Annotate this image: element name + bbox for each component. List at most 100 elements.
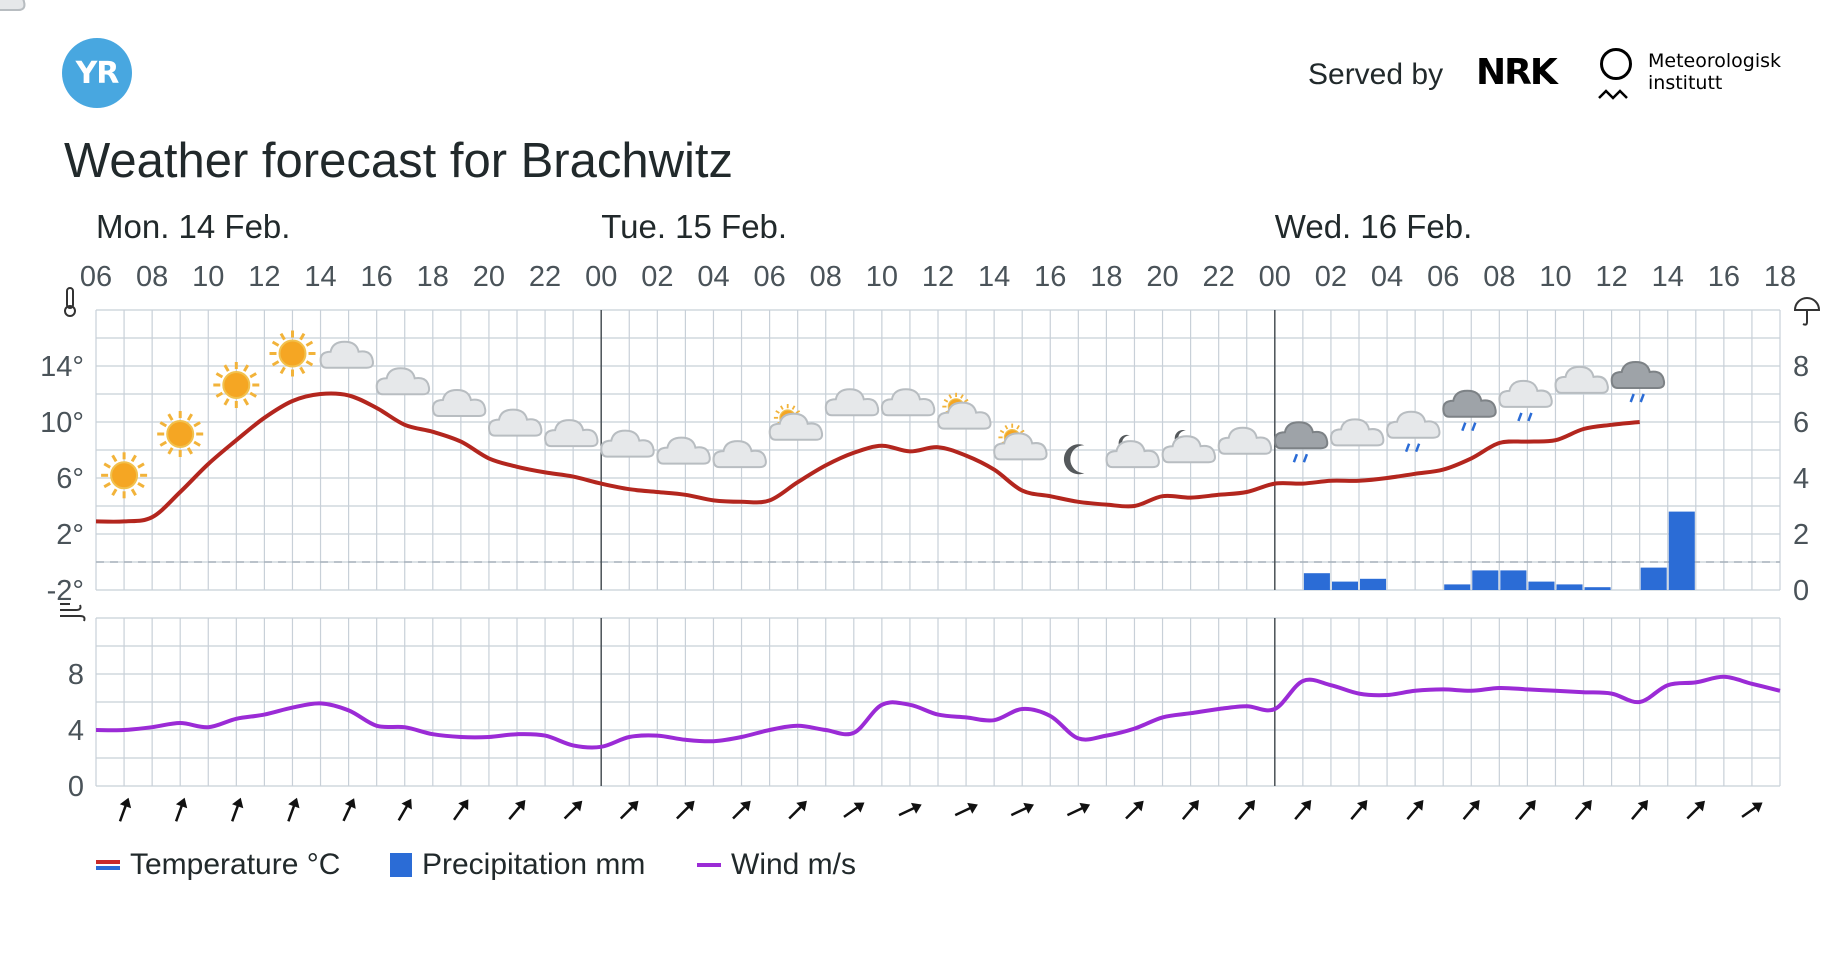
met-wave-icon (1598, 89, 1628, 100)
cloud-icon (880, 388, 936, 417)
wind-direction-arrow-icon (118, 797, 132, 822)
precipitation-bar (1444, 584, 1471, 590)
hour-label: 02 (641, 261, 673, 293)
hour-label: 20 (473, 261, 505, 293)
legend-temperature-label: Temperature °C (130, 848, 341, 881)
wind-direction-arrow-icon (174, 797, 188, 822)
cloud-icon (375, 367, 431, 396)
precipitation-tick-label: 2 (1793, 519, 1809, 551)
sun-icon (269, 330, 316, 377)
met-line2: institutt (1648, 72, 1723, 94)
hour-label: 12 (922, 261, 954, 293)
precipitation-bar (1360, 578, 1387, 590)
hour-label: 14 (304, 261, 336, 293)
wind-direction-arrow-icon (1181, 800, 1199, 820)
wind-direction-arrow-icon (1010, 802, 1034, 817)
wind-direction-arrow-icon (342, 798, 356, 822)
cloud-icon (487, 408, 543, 437)
day-label: Mon. 14 Feb. (96, 208, 290, 245)
hour-label: 16 (1034, 261, 1066, 293)
wind-direction-arrow-icon (563, 800, 583, 820)
partly-cloudy-day-icon (768, 403, 824, 441)
legend-wind: Wind m/s (697, 848, 856, 882)
wind-direction-arrow-icon (898, 802, 922, 817)
hour-label: 06 (80, 261, 112, 293)
wind-direction-arrow-icon (1350, 800, 1368, 820)
hour-label: 04 (1371, 261, 1403, 293)
temperature-tick-label: -2° (47, 575, 84, 607)
temperature-tick-label: 6° (56, 463, 84, 495)
precipitation-tick-label: 8 (1793, 351, 1809, 383)
precipitation-tick-label: 0 (1793, 575, 1809, 607)
temperature-tick-label: 14° (40, 351, 84, 383)
forecast-chart: Mon. 14 Feb. Tue. 15 Feb. Wed. 16 Feb.06 08… (0, 0, 1821, 822)
nrk-logo[interactable]: NRK (1476, 52, 1558, 93)
legend-wind-label: Wind m/s (731, 848, 857, 881)
hour-label: 02 (1315, 261, 1347, 293)
precipitation-bar (1500, 570, 1527, 590)
legend-precipitation-label: Precipitation mm (422, 848, 646, 881)
wind-direction-arrow-icon (1406, 800, 1424, 820)
precipitation-tick-label: 6 (1793, 407, 1809, 439)
wind-icon (60, 603, 86, 622)
precipitation-swatch (390, 853, 412, 877)
temperature-tick-label: 10° (40, 407, 84, 439)
hour-label: 06 (753, 261, 785, 293)
precipitation-bar (1472, 570, 1499, 590)
wind-direction-arrow-icon (619, 800, 639, 820)
served-by-label: Served by (1308, 58, 1444, 91)
umbrella-icon (1793, 297, 1821, 326)
rain-cloud-icon (1610, 360, 1666, 403)
precipitation-bar (1303, 573, 1330, 590)
light-rain-icon (1386, 410, 1441, 453)
wind-direction-arrow-icon (397, 798, 412, 822)
hour-label: 08 (136, 261, 168, 293)
light-rain-icon (1498, 379, 1553, 422)
wind-direction-arrow-icon (508, 800, 526, 820)
met-line1: Meteorologisk (1648, 50, 1782, 72)
wind-direction-arrow-icon (1686, 800, 1705, 820)
hour-label: 00 (585, 261, 617, 293)
wind-direction-arrow-icon (788, 800, 807, 820)
hour-label: 18 (417, 261, 449, 293)
cloud-icon (1329, 418, 1385, 447)
wind-direction-arrow-icon (954, 802, 978, 817)
day-label: Wed. 16 Feb. (1275, 208, 1473, 245)
sun-icon (101, 452, 148, 499)
hour-label: 08 (810, 261, 842, 293)
yr-logo[interactable]: YR (62, 38, 132, 108)
yr-logo-text: YR (75, 55, 120, 91)
precipitation-bar (1640, 567, 1667, 590)
wind-direction-arrow-icon (1741, 802, 1763, 818)
hour-label: 12 (248, 261, 280, 293)
wind-swatch (697, 863, 721, 867)
hour-label: 08 (1483, 261, 1515, 293)
hour-label: 14 (1652, 261, 1684, 293)
temperature-tick-label: 2° (56, 519, 84, 551)
cloud-icon (1554, 365, 1609, 394)
wind-line (95, 674, 1781, 750)
hour-label: 10 (866, 261, 898, 293)
met-institute-logo[interactable]: Meteorologisk institutt (1596, 44, 1796, 104)
met-circle-icon (1600, 48, 1632, 80)
partly-cloudy-night-icon (1161, 429, 1216, 464)
wind-direction-arrow-icon (452, 799, 469, 821)
hour-label: 10 (1539, 261, 1571, 293)
wind-direction-arrow-icon (1631, 800, 1649, 820)
wind-tick-label: 4 (68, 715, 84, 747)
temperature-line (95, 391, 1640, 524)
wind-direction-arrow-icon (732, 800, 751, 820)
wind-direction-arrow-icon (1574, 800, 1592, 820)
rain-cloud-icon (1273, 421, 1329, 463)
sun-icon (213, 362, 260, 408)
wind-tick-label: 0 (68, 771, 84, 803)
cloud-icon (600, 429, 655, 458)
wind-direction-arrow-icon (1238, 800, 1256, 820)
moon-icon (1063, 444, 1085, 475)
hour-label: 04 (697, 261, 729, 293)
wind-direction-arrow-icon (1294, 800, 1312, 820)
hour-label: 20 (1146, 261, 1178, 293)
hour-label: 00 (1259, 261, 1291, 293)
hour-label: 10 (192, 261, 224, 293)
cloud-icon (431, 388, 487, 417)
